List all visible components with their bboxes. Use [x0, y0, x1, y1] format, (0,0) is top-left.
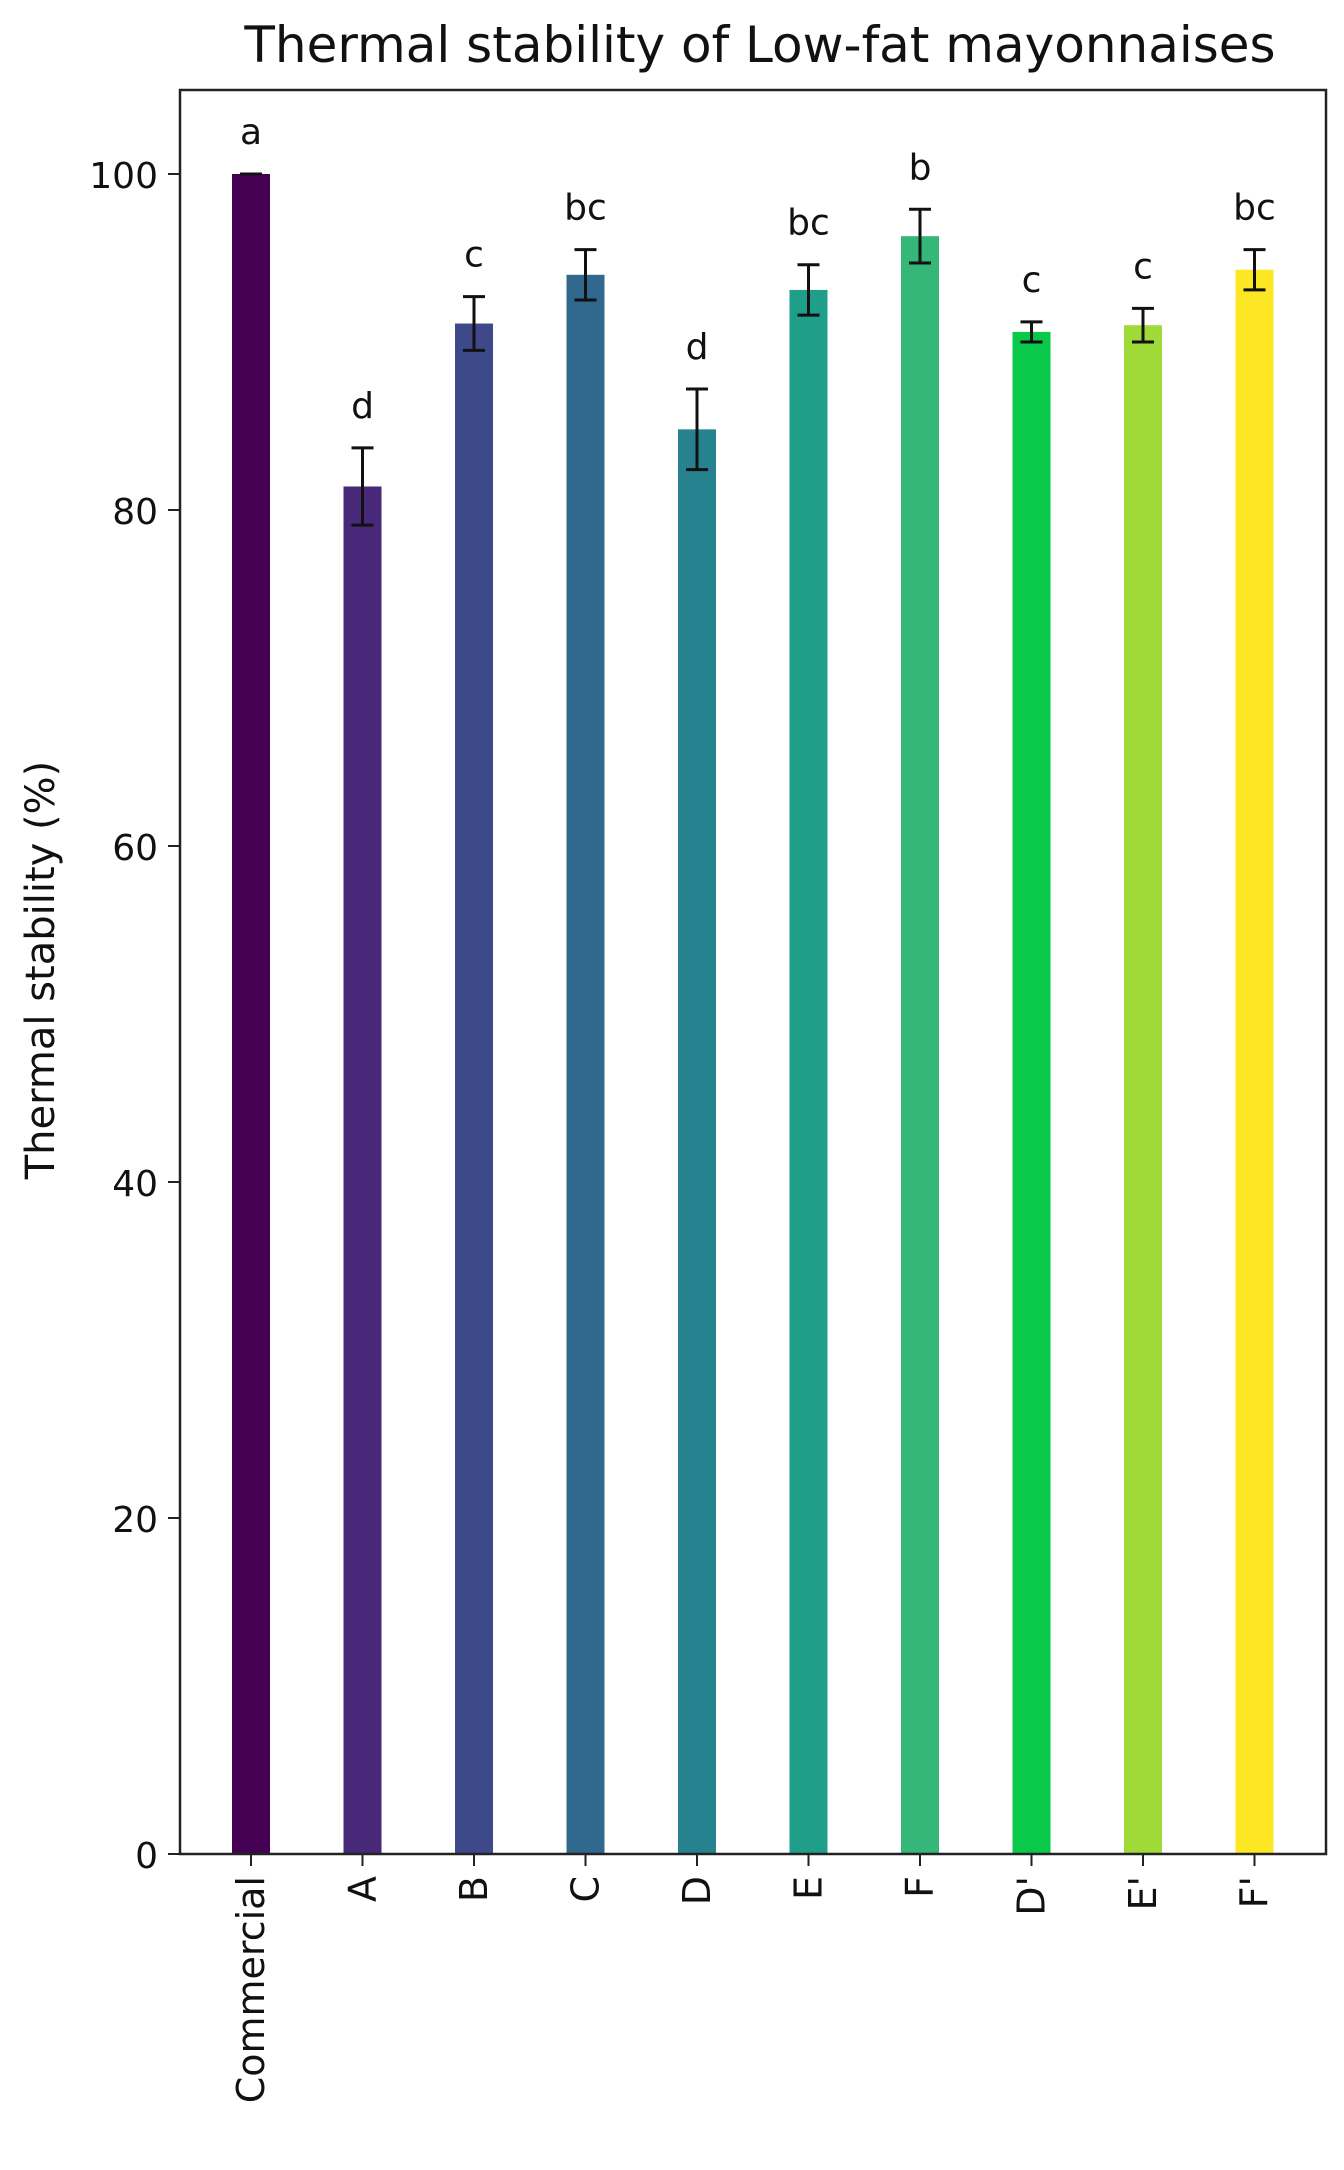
bar-7	[1012, 331, 1051, 1854]
y-tick-label-5: 100	[89, 156, 158, 197]
x-tick-label-9: F'	[1233, 1876, 1277, 1908]
y-tick-label-0: 0	[135, 1836, 158, 1877]
significance-letter-2: c	[464, 235, 484, 276]
significance-letter-0: a	[240, 112, 262, 153]
x-tick-label-6: F	[898, 1876, 942, 1898]
bar-2	[455, 323, 493, 1854]
bar-4	[678, 429, 716, 1854]
bar-6	[901, 236, 939, 1854]
significance-letter-9: bc	[1233, 188, 1276, 229]
x-tick-label-7: D'	[1010, 1876, 1054, 1916]
x-tick-label-5: E	[787, 1876, 831, 1900]
x-tick-label-0: Commercial	[229, 1876, 273, 2103]
x-tick-label-4: D	[675, 1876, 719, 1905]
y-tick-label-4: 80	[112, 492, 158, 533]
plot-frame	[178, 88, 1328, 1856]
bar-3	[566, 274, 605, 1854]
chart-title: Thermal stability of Low-fat mayonnaises	[243, 16, 1275, 74]
significance-letter-8: c	[1133, 246, 1153, 287]
significance-letter-1: d	[351, 386, 374, 427]
significance-letter-4: d	[686, 327, 709, 368]
bar-1	[343, 486, 382, 1855]
y-tick-label-3: 60	[112, 828, 158, 869]
x-tick-label-1: A	[341, 1876, 385, 1902]
significance-letter-5: bc	[787, 203, 830, 244]
x-tick-label-3: C	[564, 1876, 608, 1903]
bar-5	[789, 289, 828, 1854]
chart-marks: 0 20 40 60 80 100 a Commercial d Ac Bbc Cd Dbc Eb Fc D'…	[89, 112, 1276, 2103]
significance-letter-3: bc	[564, 188, 607, 229]
significance-letter-6: b	[909, 147, 932, 188]
bar-0	[232, 174, 270, 1854]
y-tick-label-2: 40	[112, 1164, 158, 1205]
bar-9	[1235, 269, 1274, 1854]
x-tick-label-8: E'	[1121, 1876, 1165, 1910]
bar-8	[1124, 325, 1162, 1855]
significance-letter-7: c	[1022, 260, 1042, 301]
y-tick-label-1: 20	[112, 1500, 158, 1541]
y-axis-label: Thermal stability (%)	[18, 761, 64, 1181]
x-tick-label-2: B	[452, 1876, 496, 1902]
